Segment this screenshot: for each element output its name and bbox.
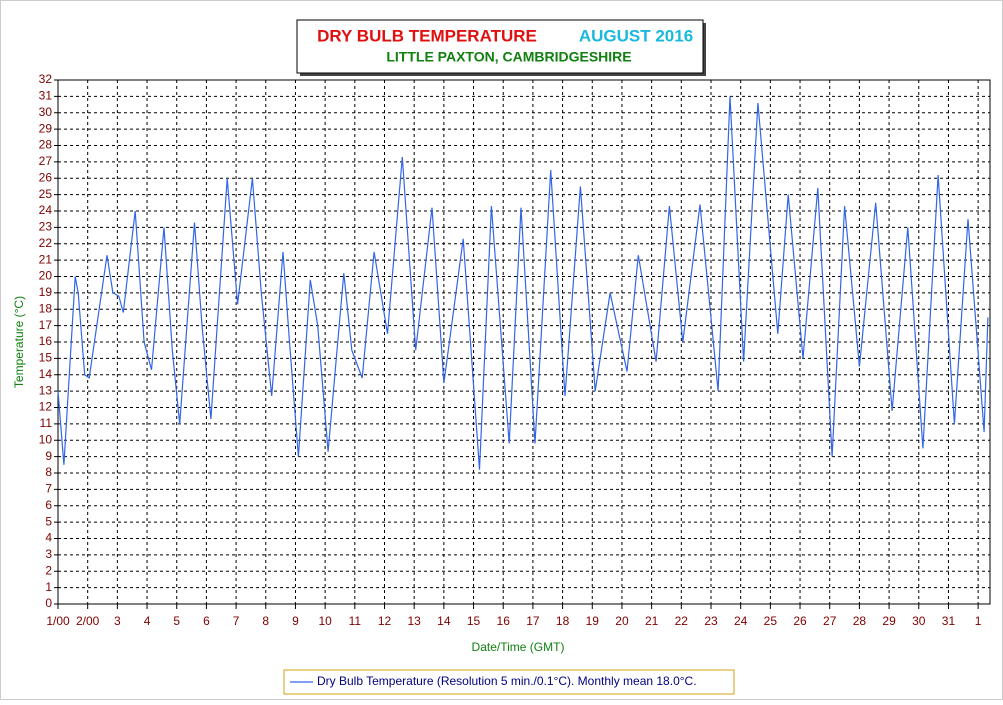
y-tick-label: 21 <box>39 252 53 266</box>
y-tick-label: 5 <box>45 514 52 528</box>
y-tick-label: 16 <box>39 334 53 348</box>
y-tick-label: 17 <box>39 318 53 332</box>
y-tick-label: 25 <box>39 187 53 201</box>
x-tick-label: 12 <box>378 614 392 628</box>
y-tick-label: 14 <box>39 367 53 381</box>
x-tick-label: 3 <box>114 614 121 628</box>
x-tick-label: 6 <box>203 614 210 628</box>
x-tick-label: 26 <box>793 614 807 628</box>
x-tick-label: 24 <box>734 614 748 628</box>
x-tick-label: 23 <box>704 614 718 628</box>
y-tick-label: 32 <box>39 72 53 86</box>
y-tick-label: 6 <box>45 498 52 512</box>
y-axis-label: Temperature (°C) <box>12 296 26 388</box>
y-tick-label: 7 <box>45 482 52 496</box>
x-tick-label: 1/00 <box>46 614 70 628</box>
y-tick-label: 22 <box>39 236 53 250</box>
y-tick-label: 9 <box>45 449 52 463</box>
x-tick-label: 21 <box>645 614 659 628</box>
title-box <box>296 19 704 74</box>
y-tick-label: 10 <box>39 432 53 446</box>
x-tick-label: 25 <box>764 614 778 628</box>
plot-border <box>57 79 991 605</box>
x-tick-label: 1 <box>975 614 982 628</box>
x-tick-label: 30 <box>912 614 926 628</box>
chart-subtitle: LITTLE PAXTON, CAMBRIDGESHIRE <box>386 49 631 65</box>
y-tick-label: 8 <box>45 465 52 479</box>
legend <box>283 669 735 695</box>
x-tick-label: 16 <box>497 614 511 628</box>
chart-period: AUGUST 2016 <box>579 26 693 45</box>
data-line <box>57 96 989 470</box>
x-tick-label: 5 <box>173 614 180 628</box>
x-tick-label: 28 <box>853 614 867 628</box>
x-tick-label: 19 <box>586 614 600 628</box>
y-tick-label: 0 <box>45 596 52 610</box>
y-tick-label: 18 <box>39 301 53 315</box>
x-tick-label: 27 <box>823 614 837 628</box>
y-tick-label: 3 <box>45 547 52 561</box>
x-tick-label: 7 <box>233 614 240 628</box>
y-tick-label: 26 <box>39 170 53 184</box>
chart-title: DRY BULB TEMPERATURE <box>317 26 537 45</box>
y-tick-label: 28 <box>39 138 53 152</box>
y-tick-label: 11 <box>40 416 53 430</box>
x-tick-label: 4 <box>144 614 151 628</box>
y-tick-label: 1 <box>45 580 52 594</box>
x-tick-label: 8 <box>262 614 269 628</box>
x-tick-label: 10 <box>318 614 332 628</box>
x-tick-label: 31 <box>942 614 956 628</box>
x-tick-label: 15 <box>467 614 481 628</box>
y-tick-label: 2 <box>45 563 52 577</box>
y-tick-label: 31 <box>39 89 53 103</box>
x-tick-label: 14 <box>437 614 451 628</box>
y-tick-label: 23 <box>39 220 53 234</box>
x-tick-label: 2/00 <box>76 614 100 628</box>
y-tick-label: 29 <box>39 121 53 135</box>
x-tick-label: 13 <box>407 614 421 628</box>
x-tick-label: 17 <box>526 614 540 628</box>
y-tick-label: 24 <box>39 203 53 217</box>
x-tick-label: 18 <box>556 614 570 628</box>
y-tick-label: 27 <box>39 154 53 168</box>
y-tick-label: 13 <box>39 383 53 397</box>
x-tick-label: 9 <box>292 614 299 628</box>
x-tick-label: 20 <box>615 614 629 628</box>
y-tick-label: 30 <box>39 105 53 119</box>
x-tick-label: 22 <box>675 614 689 628</box>
legend-label: Dry Bulb Temperature (Resolution 5 min./… <box>317 674 697 688</box>
y-tick-label: 20 <box>39 269 53 283</box>
y-tick-label: 12 <box>39 400 53 414</box>
x-axis-label: Date/Time (GMT) <box>472 640 565 654</box>
x-tick-label: 11 <box>349 614 362 628</box>
x-tick-label: 29 <box>882 614 896 628</box>
y-tick-label: 19 <box>39 285 53 299</box>
y-tick-label: 15 <box>39 351 53 365</box>
y-tick-label: 4 <box>45 531 52 545</box>
